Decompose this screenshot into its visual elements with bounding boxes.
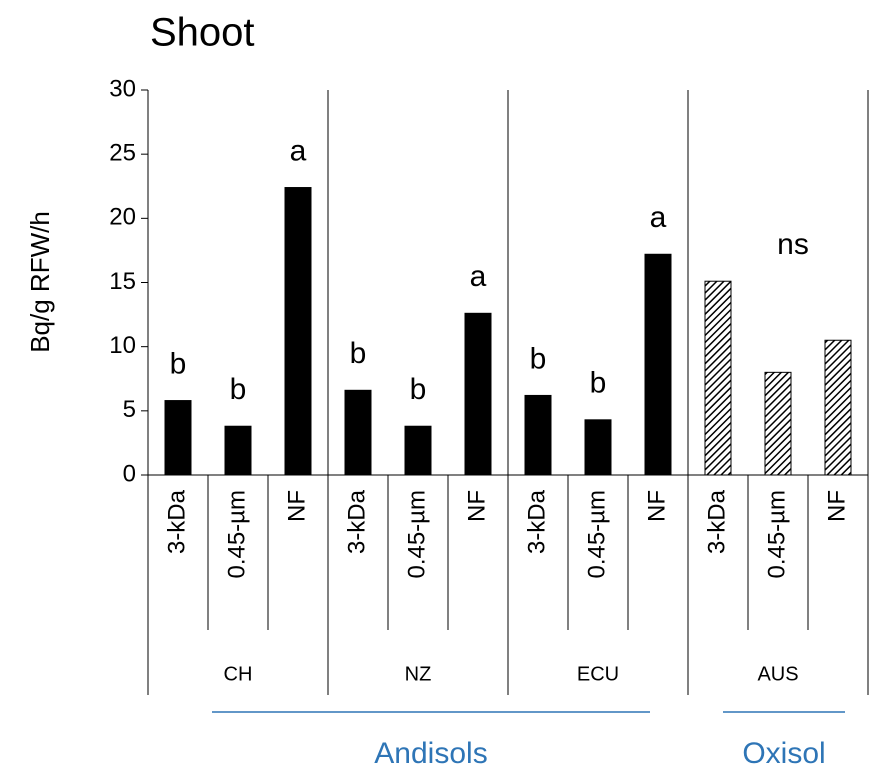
significance-annotation: ns xyxy=(777,228,809,261)
y-tick-label: 30 xyxy=(109,75,136,102)
bar xyxy=(284,187,312,476)
y-tick-label: 5 xyxy=(123,396,136,423)
bar xyxy=(704,280,732,476)
bar xyxy=(824,339,852,476)
y-tick-label: 25 xyxy=(109,140,136,167)
chart-title: Shoot xyxy=(150,11,255,55)
bar xyxy=(404,425,432,476)
y-tick-label: 0 xyxy=(123,460,136,487)
significance-letter: b xyxy=(590,367,607,400)
bar xyxy=(164,400,192,476)
x-tick-label: 3-kDa xyxy=(343,489,370,554)
y-tick-label: 10 xyxy=(109,332,136,359)
significance-letter: b xyxy=(410,373,427,406)
x-tick-label: 0.45-µm xyxy=(763,490,790,579)
x-tick-label: 3-kDa xyxy=(703,489,730,554)
bar xyxy=(584,419,612,476)
y-tick-label: 15 xyxy=(109,268,136,295)
bar xyxy=(764,371,792,476)
bar xyxy=(644,253,672,476)
x-tick-label: NF xyxy=(643,490,670,522)
significance-letter: b xyxy=(350,337,367,370)
significance-letter: b xyxy=(530,342,547,375)
group-label: CH xyxy=(224,663,253,685)
significance-letter: a xyxy=(650,201,667,234)
y-tick-label: 20 xyxy=(109,204,136,231)
bar xyxy=(464,312,492,476)
group-label: NZ xyxy=(405,663,432,685)
x-tick-label: NF xyxy=(283,490,310,522)
x-tick-label: 0.45-µm xyxy=(403,490,430,579)
x-tick-label: NF xyxy=(823,490,850,522)
x-tick-label: 3-kDa xyxy=(163,489,190,554)
group-label: AUS xyxy=(757,663,798,685)
x-tick-label: 0.45-µm xyxy=(223,490,250,579)
significance-letter: a xyxy=(290,134,307,167)
y-axis-label: Bq/g RFW/h xyxy=(25,211,55,353)
x-tick-label: NF xyxy=(463,490,490,522)
bar xyxy=(224,425,252,476)
x-tick-label: 0.45-µm xyxy=(583,490,610,579)
soil-type-label: Andisols xyxy=(374,737,487,770)
significance-letter: b xyxy=(230,373,247,406)
significance-letter: b xyxy=(170,347,187,380)
group-label: ECU xyxy=(577,663,619,685)
bar xyxy=(344,389,372,476)
significance-letter: a xyxy=(470,260,487,293)
soil-type-label: Oxisol xyxy=(742,737,825,770)
x-tick-label: 3-kDa xyxy=(523,489,550,554)
bar xyxy=(524,394,552,476)
